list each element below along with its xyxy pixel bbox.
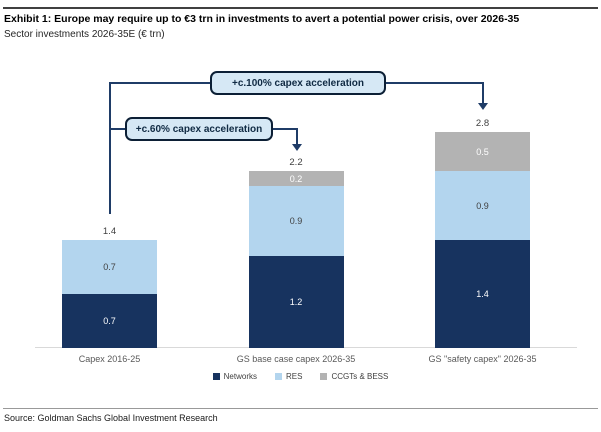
- bar-total-label: 2.2: [289, 156, 303, 168]
- arrow-down-bar3-icon: [478, 103, 488, 110]
- segment-value-label: 0.9: [476, 200, 489, 211]
- x-axis-label: GS base case capex 2026-35: [236, 354, 356, 364]
- bar-segment: 0.7: [62, 294, 157, 348]
- bar-segment: 0.9: [435, 170, 530, 241]
- bar-segment: 0.7: [62, 240, 157, 295]
- exhibit-title: Exhibit 1: Europe may require up to €3 t…: [4, 13, 520, 25]
- connector-horizontal-to-100-box: [109, 82, 212, 84]
- legend-item: CCGTs & BESS: [320, 372, 388, 381]
- callout-100pct-capex: +c.100% capex acceleration: [210, 71, 386, 95]
- legend-label: RES: [285, 372, 303, 381]
- segment-value-label: 1.2: [289, 296, 303, 307]
- bar-total-label: 2.8: [475, 118, 490, 130]
- connector-vertical-to-bar2: [296, 128, 298, 145]
- segment-value-label: 0.2: [289, 173, 303, 184]
- legend-label: Networks: [223, 372, 257, 381]
- legend-item: RES: [274, 372, 303, 381]
- bar-segment: 0.2: [248, 170, 344, 187]
- bar-segment: 0.9: [248, 186, 344, 256]
- connector-vertical-to-bar3: [482, 82, 484, 104]
- legend-swatch-icon: [274, 373, 282, 380]
- legend: Networks RES CCGTs & BESS: [0, 372, 601, 381]
- x-axis-label: GS "safety capex" 2026-35: [428, 354, 537, 364]
- bar-total-label: 1.4: [102, 226, 117, 238]
- segment-value-label: 0.5: [476, 146, 489, 157]
- bottom-rule: [3, 408, 598, 409]
- legend-swatch-icon: [320, 373, 328, 380]
- callout-60pct-capex: +c.60% capex acceleration: [125, 117, 273, 141]
- segment-value-label: 0.7: [103, 316, 116, 327]
- segment-value-label: 0.9: [289, 215, 303, 226]
- arrow-down-bar2-icon: [292, 144, 302, 151]
- segment-value-label: 0.7: [103, 262, 116, 273]
- bar-segment: 1.2: [248, 255, 344, 348]
- segment-value-label: 1.4: [476, 289, 489, 300]
- connector-horizontal-from-100-box: [384, 82, 484, 84]
- legend-label: CCGTs & BESS: [331, 372, 389, 381]
- legend-item: Networks: [212, 372, 257, 381]
- exhibit-subtitle: Sector investments 2026-35E (€ trn): [4, 29, 165, 40]
- connector-vertical-bar1: [109, 82, 111, 214]
- connector-horizontal-from-60-box: [271, 128, 298, 130]
- source-text: Source: Goldman Sachs Global Investment …: [4, 413, 218, 423]
- bar-segment: 0.5: [435, 132, 530, 171]
- bar-segment: 1.4: [435, 240, 530, 348]
- top-rule: [3, 7, 598, 9]
- x-axis-label: Capex 2016-25: [78, 354, 141, 364]
- legend-swatch-icon: [212, 373, 220, 380]
- connector-horizontal-to-60-box: [109, 128, 127, 130]
